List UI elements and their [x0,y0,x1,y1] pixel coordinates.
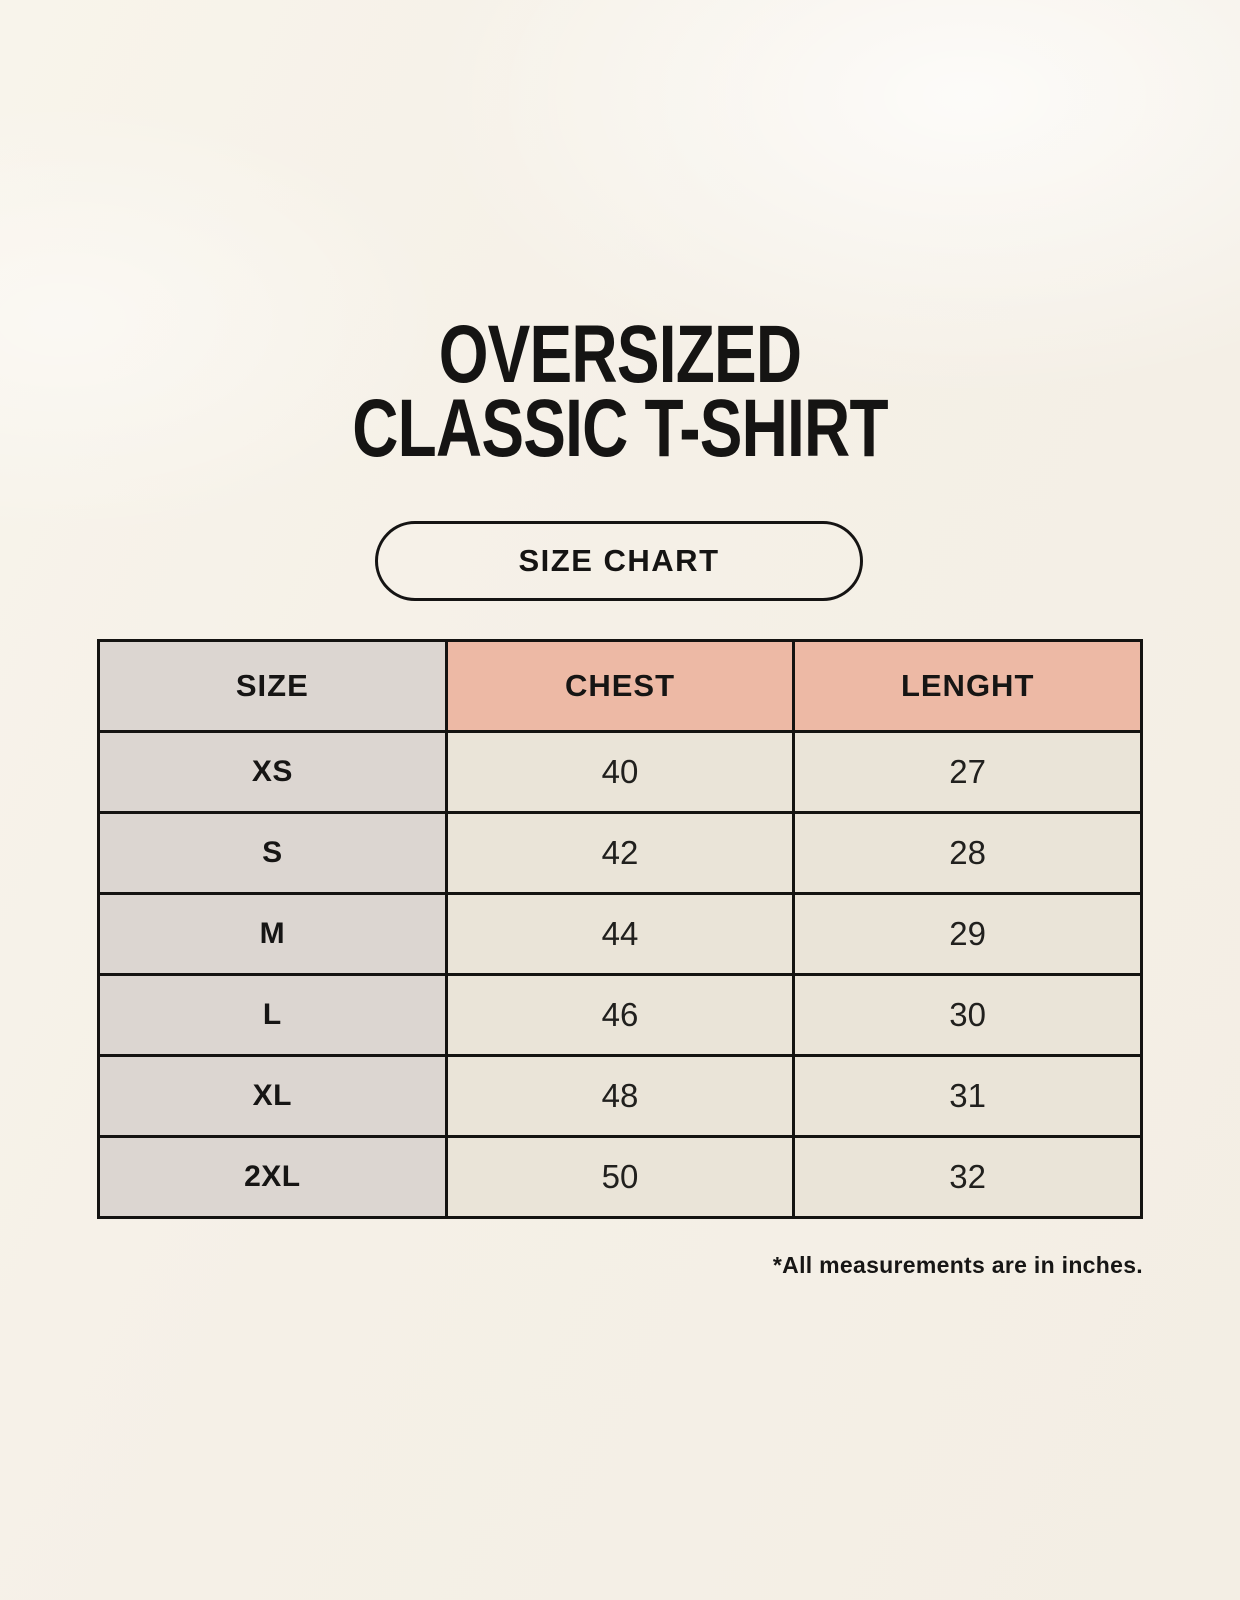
row-length-cell: 28 [792,811,1143,895]
table-row: XL 48 31 [97,1054,1143,1138]
title-line-1: OVERSIZED [438,309,802,400]
header-size: SIZE [97,639,448,733]
measurements-footnote: *All measurements are in inches. [772,1252,1143,1278]
table-row: S 42 28 [97,811,1143,895]
table-row: 2XL 50 32 [97,1135,1143,1219]
size-table: SIZE CHEST LENGHT XS 40 27 S 42 28 M 44 29 L 46 30 X… [97,639,1143,1219]
table-row: XS 40 27 [97,730,1143,814]
row-length-cell: 27 [792,730,1143,814]
row-size-cell: XL [97,1054,448,1138]
row-length-cell: 29 [792,892,1143,976]
size-chart-button-label: SIZE CHART [518,543,720,578]
page-title: OVERSIZED CLASSIC T-SHIRT [136,309,1103,474]
table-row: L 46 30 [97,973,1143,1057]
row-size-cell: L [97,973,448,1057]
row-chest-cell: 42 [444,811,796,895]
title-line-2: CLASSIC T-SHIRT [352,383,888,474]
row-size-cell: M [97,892,448,976]
header-row: SIZE CHEST LENGHT [97,639,1143,733]
row-chest-cell: 44 [444,892,796,976]
header-chest: CHEST [444,639,796,733]
row-chest-cell: 46 [444,973,796,1057]
size-table-header: SIZE CHEST LENGHT [97,639,1143,733]
header-length: LENGHT [792,639,1143,733]
row-size-cell: 2XL [97,1135,448,1219]
table-row: M 44 29 [97,892,1143,976]
row-length-cell: 30 [792,973,1143,1057]
row-size-cell: S [97,811,448,895]
size-chart-button[interactable]: SIZE CHART [375,521,863,601]
size-table-body: XS 40 27 S 42 28 M 44 29 L 46 30 XL 48 31 2XL 50 32 [97,730,1143,1219]
row-chest-cell: 40 [444,730,796,814]
row-length-cell: 32 [792,1135,1143,1219]
row-chest-cell: 48 [444,1054,796,1138]
row-chest-cell: 50 [444,1135,796,1219]
row-length-cell: 31 [792,1054,1143,1138]
row-size-cell: XS [97,730,448,814]
